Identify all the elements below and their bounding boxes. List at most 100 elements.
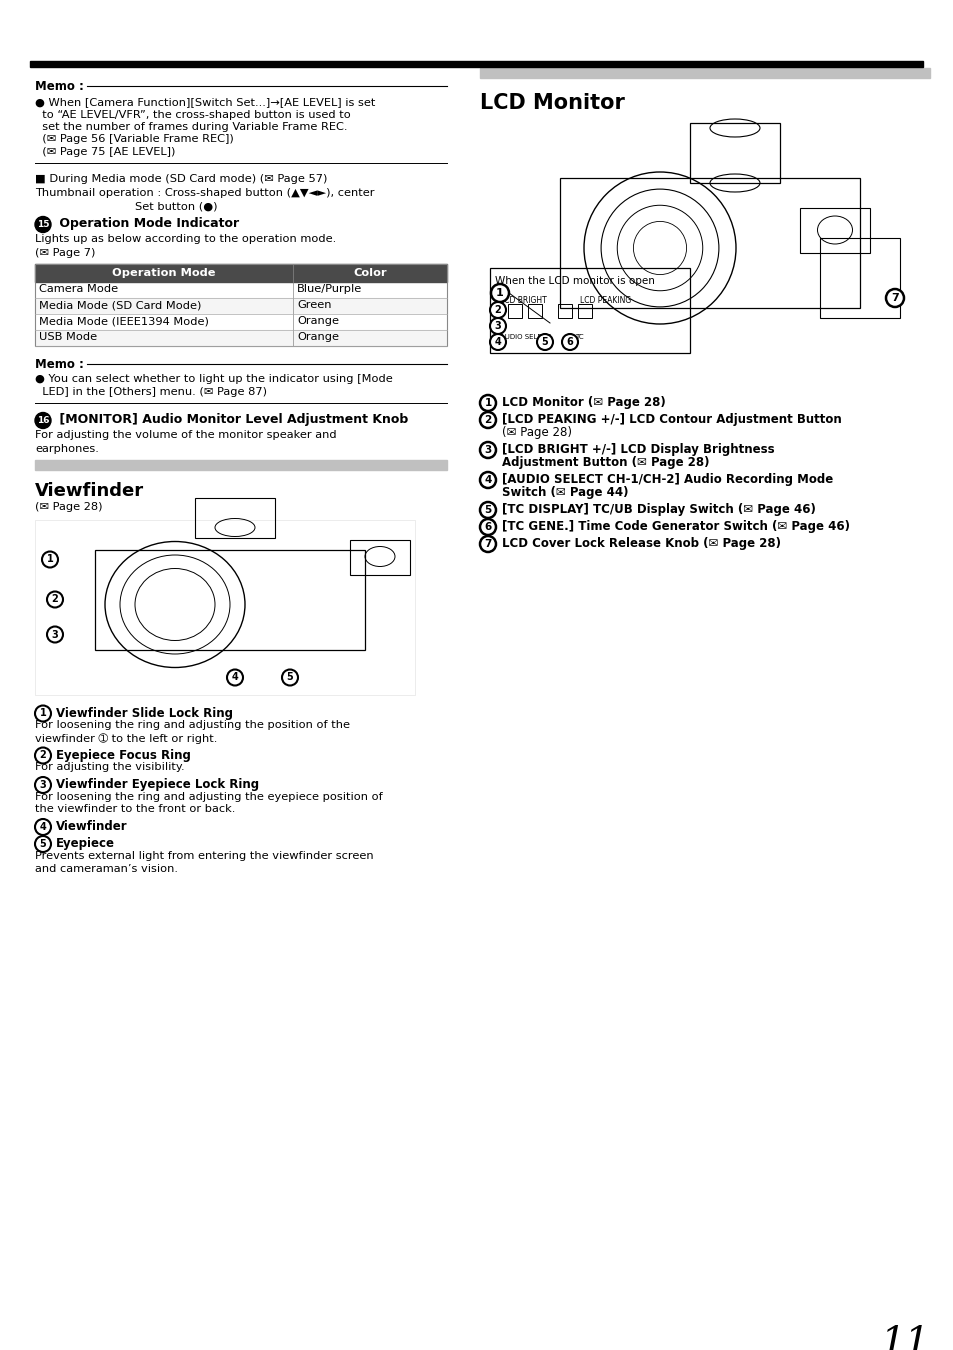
Bar	[507, 304, 521, 319]
Text: ■ During Media mode (SD Card mode) (✉ Page 57): ■ During Media mode (SD Card mode) (✉ Pa…	[35, 174, 327, 184]
Circle shape	[35, 413, 51, 428]
Text: 11: 11	[879, 1324, 928, 1350]
Bar	[35, 282, 447, 297]
Text: LED] in the [Others] menu. (✉ Page 87): LED] in the [Others] menu. (✉ Page 87)	[35, 387, 267, 397]
Text: 3: 3	[51, 629, 58, 640]
Text: Set button (●): Set button (●)	[135, 201, 217, 212]
Text: Viewfinder Eyepiece Lock Ring: Viewfinder Eyepiece Lock Ring	[56, 778, 259, 791]
Text: TC: TC	[575, 333, 583, 340]
Text: [MONITOR] Audio Monitor Level Adjustment Knob: [MONITOR] Audio Monitor Level Adjustment…	[55, 413, 408, 427]
Circle shape	[47, 626, 63, 643]
Text: to “AE LEVEL/VFR”, the cross-shaped button is used to: to “AE LEVEL/VFR”, the cross-shaped butt…	[35, 109, 351, 120]
Bar	[558, 304, 572, 319]
Bar	[35, 459, 447, 470]
Bar	[35, 263, 447, 282]
Text: Eyepiece: Eyepiece	[56, 837, 115, 850]
Text: 6: 6	[484, 522, 491, 532]
Text: Eyepiece Focus Ring: Eyepiece Focus Ring	[56, 748, 191, 761]
Circle shape	[35, 706, 51, 721]
Circle shape	[490, 319, 505, 333]
Bar	[800, 208, 869, 252]
Circle shape	[479, 396, 496, 410]
Text: 1: 1	[496, 288, 503, 298]
Text: 7: 7	[890, 293, 898, 302]
Text: [LCD PEAKING +/-] LCD Contour Adjustment Button: [LCD PEAKING +/-] LCD Contour Adjustment…	[501, 413, 841, 427]
Text: Adjustment Button (✉ Page 28): Adjustment Button (✉ Page 28)	[501, 456, 709, 468]
Text: 5: 5	[40, 838, 47, 849]
Circle shape	[479, 441, 496, 458]
Text: 3: 3	[484, 446, 491, 455]
Circle shape	[537, 333, 553, 350]
Text: Prevents external light from entering the viewfinder screen: Prevents external light from entering th…	[35, 850, 374, 861]
Text: For adjusting the volume of the monitor speaker and: For adjusting the volume of the monitor …	[35, 431, 336, 440]
Text: Lights up as below according to the operation mode.: Lights up as below according to the oper…	[35, 235, 335, 244]
Text: 2: 2	[51, 594, 58, 605]
Circle shape	[479, 536, 496, 552]
Bar	[689, 123, 780, 184]
Text: 4: 4	[484, 475, 491, 485]
Text: For adjusting the visibility.: For adjusting the visibility.	[35, 763, 185, 772]
Text: (✉ Page 28): (✉ Page 28)	[501, 427, 572, 439]
Bar	[194, 498, 274, 537]
Text: Green: Green	[296, 301, 331, 310]
Text: 4: 4	[494, 338, 501, 347]
Bar	[578, 304, 592, 319]
Text: 3: 3	[40, 780, 47, 790]
Bar	[479, 68, 929, 78]
Text: 4: 4	[40, 822, 47, 832]
Text: (✉ Page 75 [AE LEVEL]): (✉ Page 75 [AE LEVEL])	[35, 147, 175, 157]
Text: USB Mode: USB Mode	[39, 332, 97, 343]
Circle shape	[35, 819, 51, 836]
Text: 5: 5	[541, 338, 548, 347]
Text: Orange: Orange	[296, 332, 338, 343]
Text: (✉ Page 7): (✉ Page 7)	[35, 247, 95, 258]
Text: 15: 15	[37, 220, 50, 230]
Text: 3: 3	[494, 321, 501, 331]
Text: and cameraman’s vision.: and cameraman’s vision.	[35, 864, 178, 873]
Circle shape	[479, 412, 496, 428]
Text: LCD BRIGHT: LCD BRIGHT	[499, 296, 546, 305]
Bar	[35, 329, 447, 346]
Text: Switch (✉ Page 44): Switch (✉ Page 44)	[501, 486, 628, 500]
Text: ● You can select whether to light up the indicator using [Mode: ● You can select whether to light up the…	[35, 374, 393, 385]
Text: 7: 7	[484, 539, 491, 549]
Text: For loosening the ring and adjusting the eyepiece position of: For loosening the ring and adjusting the…	[35, 792, 382, 802]
Text: [TC DISPLAY] TC/UB Display Switch (✉ Page 46): [TC DISPLAY] TC/UB Display Switch (✉ Pag…	[501, 504, 815, 516]
Text: Operation Mode Indicator: Operation Mode Indicator	[55, 217, 239, 231]
Bar	[35, 297, 447, 313]
Text: Orange: Orange	[296, 316, 338, 327]
Text: 1: 1	[47, 555, 53, 564]
Text: LCD Cover Lock Release Knob (✉ Page 28): LCD Cover Lock Release Knob (✉ Page 28)	[501, 537, 781, 549]
Text: LCD PEAKING: LCD PEAKING	[579, 296, 631, 305]
Text: Media Mode (SD Card Mode): Media Mode (SD Card Mode)	[39, 301, 201, 310]
Text: earphones.: earphones.	[35, 444, 99, 454]
Text: (✉ Page 56 [Variable Frame REC]): (✉ Page 56 [Variable Frame REC])	[35, 135, 233, 144]
Circle shape	[227, 670, 243, 686]
Text: When the LCD monitor is open: When the LCD monitor is open	[495, 275, 654, 286]
Text: Memo :: Memo :	[35, 358, 84, 370]
Bar	[35, 520, 415, 694]
Text: (✉ Page 28): (✉ Page 28)	[35, 501, 102, 512]
Circle shape	[35, 216, 51, 232]
Text: Operation Mode: Operation Mode	[112, 267, 215, 278]
Bar	[820, 238, 899, 319]
Text: Viewfinder: Viewfinder	[35, 482, 144, 500]
Text: Camera Mode: Camera Mode	[39, 285, 118, 294]
Text: [LCD BRIGHT +/-] LCD Display Brightness: [LCD BRIGHT +/-] LCD Display Brightness	[501, 443, 774, 456]
Bar	[35, 263, 447, 346]
Text: the viewfinder to the front or back.: the viewfinder to the front or back.	[35, 805, 235, 814]
Circle shape	[479, 518, 496, 535]
Text: 2: 2	[484, 414, 491, 425]
Circle shape	[282, 670, 297, 686]
Text: LCD Monitor (✉ Page 28): LCD Monitor (✉ Page 28)	[501, 396, 665, 409]
Text: viewfinder ➀ to the left or right.: viewfinder ➀ to the left or right.	[35, 733, 217, 744]
Circle shape	[479, 472, 496, 487]
Text: 4: 4	[232, 672, 238, 683]
Circle shape	[479, 502, 496, 518]
Circle shape	[490, 302, 505, 319]
Bar	[35, 313, 447, 329]
Text: AUDIO SELECT: AUDIO SELECT	[499, 333, 550, 340]
Text: 2: 2	[494, 305, 501, 315]
Text: Thumbnail operation : Cross-shaped button (▲▼◄►), center: Thumbnail operation : Cross-shaped butto…	[35, 189, 375, 198]
Circle shape	[561, 333, 578, 350]
